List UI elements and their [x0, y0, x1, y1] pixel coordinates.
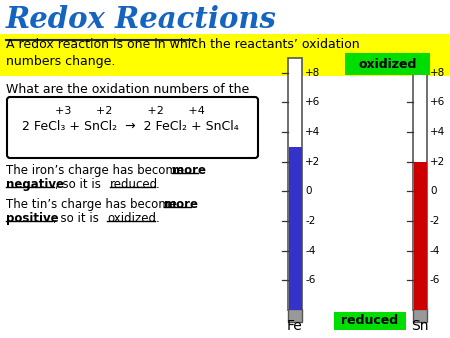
Text: negative: negative	[6, 178, 64, 191]
Text: oxidized: oxidized	[107, 212, 156, 225]
Text: -4: -4	[430, 246, 441, 256]
Text: +8: +8	[305, 68, 320, 78]
Bar	[413, 309, 427, 322]
Bar	[413, 58, 427, 310]
Bar	[334, 312, 406, 330]
Text: The iron’s charge has become: The iron’s charge has become	[6, 164, 188, 177]
Text: +8: +8	[430, 68, 445, 78]
Text: -6: -6	[305, 275, 315, 285]
Text: +6: +6	[305, 97, 320, 107]
Text: -2: -2	[305, 216, 315, 226]
Text: Fe: Fe	[287, 319, 303, 333]
Text: positive: positive	[6, 212, 59, 225]
Bar	[414, 162, 427, 310]
Text: -6: -6	[430, 275, 441, 285]
Text: +2: +2	[430, 157, 445, 167]
Text: The tin’s charge has become: The tin’s charge has become	[6, 198, 181, 211]
Text: oxidized: oxidized	[358, 57, 417, 71]
Text: Sn: Sn	[411, 319, 429, 333]
Bar	[288, 147, 302, 310]
Text: reduced: reduced	[110, 178, 158, 191]
Text: -2: -2	[430, 216, 441, 226]
Bar	[345, 53, 430, 75]
Text: 2 FeCl₃ + SnCl₂  →  2 FeCl₂ + SnCl₄: 2 FeCl₃ + SnCl₂ → 2 FeCl₂ + SnCl₄	[22, 120, 238, 133]
Text: +4: +4	[430, 127, 445, 137]
FancyBboxPatch shape	[7, 97, 258, 158]
Text: 0: 0	[430, 187, 436, 196]
Text: +2: +2	[305, 157, 320, 167]
Bar	[0, 34, 450, 76]
Text: +4: +4	[305, 127, 320, 137]
Text: , so it is: , so it is	[55, 178, 104, 191]
Text: What are the oxidation numbers of the
metals in the reaction below?: What are the oxidation numbers of the me…	[6, 83, 249, 113]
Text: +3       +2          +2       +4: +3 +2 +2 +4	[55, 106, 205, 116]
Text: , so it is: , so it is	[53, 212, 103, 225]
Text: Redox Reactions: Redox Reactions	[6, 5, 277, 34]
Text: -4: -4	[305, 246, 315, 256]
Text: A redox reaction is one in which the reactants’ oxidation
numbers change.: A redox reaction is one in which the rea…	[6, 38, 360, 68]
Text: 0: 0	[305, 187, 311, 196]
Bar	[288, 58, 302, 310]
Text: more: more	[164, 198, 198, 211]
Bar	[288, 309, 302, 322]
Text: .: .	[156, 178, 160, 191]
Text: reduced: reduced	[342, 314, 399, 328]
Text: .: .	[156, 212, 160, 225]
Text: more: more	[172, 164, 206, 177]
Text: +6: +6	[430, 97, 445, 107]
